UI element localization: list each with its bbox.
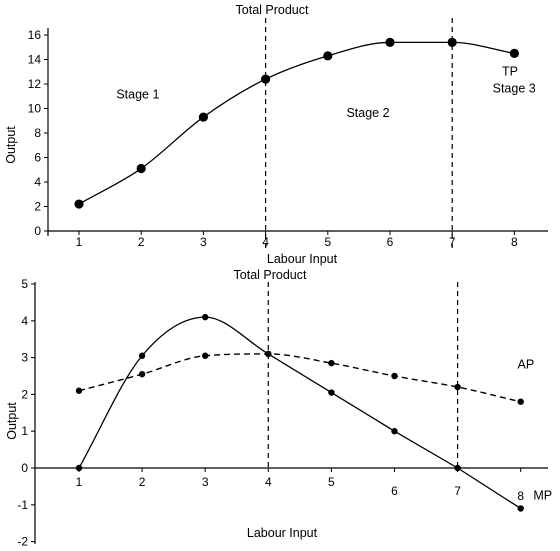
bottom-chart-title: Total Product [234, 268, 307, 282]
x-tick-label: 2 [138, 235, 145, 249]
data-point-mp [328, 389, 335, 396]
annotation-label: TP [502, 64, 518, 78]
top-stage-boundaries [265, 18, 453, 252]
x-tick-label: 4 [265, 475, 272, 489]
x-tick-label: 7 [454, 484, 461, 498]
data-point-ap [517, 398, 524, 405]
top-chart-title: Total Product [236, 3, 309, 17]
x-tick-label: 5 [324, 235, 331, 249]
x-tick-label: 6 [387, 235, 394, 249]
x-tick-label: 4 [262, 235, 269, 249]
data-point-ap [75, 387, 83, 394]
x-tick-label: 8 [517, 489, 524, 503]
data-point-tp [509, 48, 519, 58]
bottom-y-ticks: -2 -1 0 1 2 3 4 5 [17, 277, 35, 549]
data-point-ap [328, 359, 335, 367]
x-tick-label: 5 [328, 475, 335, 489]
y-tick-label: 5 [21, 277, 28, 291]
y-tick-label: 6 [34, 151, 41, 165]
y-tick-label: 3 [21, 351, 28, 365]
data-point-tp [136, 163, 146, 174]
annotation-label: Stage 1 [116, 88, 159, 102]
data-point-mp [138, 352, 146, 359]
y-tick-label: 2 [21, 387, 28, 401]
y-tick-label: 2 [34, 200, 41, 214]
data-point-mp [75, 464, 83, 472]
data-point-tp [385, 37, 395, 47]
y-tick-label: 0 [21, 461, 28, 475]
x-tick-label: 8 [511, 235, 518, 249]
y-tick-label: -1 [17, 498, 28, 512]
data-point-tp [447, 37, 457, 47]
top-y-ticks: 0 2 4 6 8 10 12 14 16 [28, 28, 48, 238]
top-x-axis-title: Labour Input [267, 252, 338, 266]
data-point-mp [391, 428, 398, 435]
top-series [74, 37, 519, 209]
series-line-mp [78, 316, 522, 510]
top-annotations: Stage 1 Stage 2 Stage 3 TP [116, 64, 535, 120]
marginal-average-product-chart: Total Product -2 -1 0 1 2 3 4 5 1 2 3 4 5 6 7 8 Output… [5, 268, 552, 549]
bottom-stage-boundaries [267, 282, 459, 468]
bottom-y-axis-title: Output [5, 402, 19, 440]
x-tick-label: 1 [76, 475, 83, 489]
x-tick-label: 1 [76, 235, 83, 249]
x-tick-label: 7 [449, 235, 456, 249]
y-tick-label: 0 [34, 224, 41, 238]
annotation-label: AP [518, 358, 535, 372]
series-line-ap [78, 353, 521, 403]
y-tick-label: 4 [21, 314, 28, 328]
top-y-axis-title: Output [4, 126, 18, 164]
data-point-ap [454, 383, 461, 391]
y-tick-label: 14 [28, 53, 42, 67]
annotation-label: Stage 2 [346, 106, 389, 120]
data-point-tp [323, 51, 333, 61]
y-tick-label: 4 [34, 175, 41, 189]
y-tick-label: 8 [34, 126, 41, 140]
bottom-x-axis-title: Labour Input [247, 526, 318, 540]
y-tick-label: 1 [21, 424, 28, 438]
top-x-ticks: 1 2 3 4 5 6 7 8 [76, 231, 518, 249]
data-point-mp [202, 313, 209, 321]
bottom-annotations: AP MP [518, 358, 553, 503]
data-point-tp [261, 74, 271, 84]
y-tick-label: 12 [28, 77, 42, 91]
x-tick-label: 3 [202, 475, 209, 489]
data-point-ap [202, 352, 209, 359]
bottom-x-ticks: 1 2 3 4 5 6 7 8 [76, 468, 524, 503]
data-point-tp [198, 112, 208, 122]
data-point-mp [517, 505, 524, 512]
data-point-tp [74, 199, 84, 209]
data-point-ap [265, 350, 272, 358]
x-tick-label: 6 [391, 484, 398, 498]
y-tick-label: -2 [17, 535, 28, 549]
annotation-label: MP [533, 488, 552, 502]
data-point-ap [391, 372, 398, 380]
data-point-ap [138, 370, 146, 378]
y-tick-label: 10 [28, 102, 42, 116]
annotation-label: Stage 3 [493, 82, 536, 96]
y-tick-label: 16 [28, 28, 42, 42]
x-tick-label: 3 [200, 235, 207, 249]
bottom-series [75, 313, 524, 512]
data-point-mp [454, 464, 461, 472]
x-tick-label: 2 [139, 475, 146, 489]
series-line-tp [78, 41, 515, 205]
